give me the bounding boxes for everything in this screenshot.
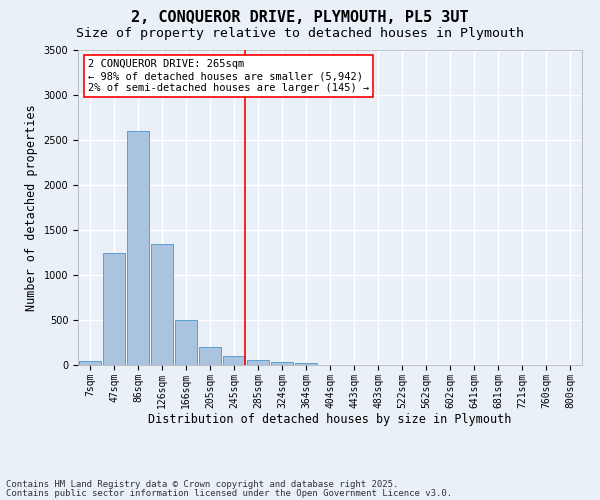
- Text: Size of property relative to detached houses in Plymouth: Size of property relative to detached ho…: [76, 28, 524, 40]
- Bar: [127, 131, 149, 365]
- Bar: [223, 356, 245, 365]
- Y-axis label: Number of detached properties: Number of detached properties: [25, 104, 38, 311]
- Text: Contains public sector information licensed under the Open Government Licence v3: Contains public sector information licen…: [6, 488, 452, 498]
- Bar: [151, 244, 173, 365]
- Text: 2 CONQUEROR DRIVE: 265sqm
← 98% of detached houses are smaller (5,942)
2% of sem: 2 CONQUEROR DRIVE: 265sqm ← 98% of detac…: [88, 60, 370, 92]
- Bar: [175, 320, 197, 365]
- Text: 2, CONQUEROR DRIVE, PLYMOUTH, PL5 3UT: 2, CONQUEROR DRIVE, PLYMOUTH, PL5 3UT: [131, 10, 469, 25]
- Text: Contains HM Land Registry data © Crown copyright and database right 2025.: Contains HM Land Registry data © Crown c…: [6, 480, 398, 489]
- Bar: [247, 360, 269, 365]
- X-axis label: Distribution of detached houses by size in Plymouth: Distribution of detached houses by size …: [148, 414, 512, 426]
- Bar: [199, 347, 221, 365]
- Bar: [295, 363, 317, 365]
- Bar: [79, 360, 101, 365]
- Bar: [103, 252, 125, 365]
- Bar: [271, 362, 293, 365]
